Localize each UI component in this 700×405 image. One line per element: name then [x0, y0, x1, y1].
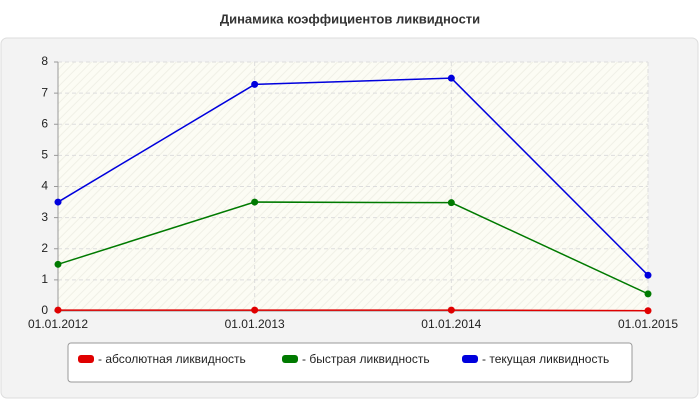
data-point — [251, 198, 259, 206]
y-tick-label: 4 — [41, 179, 48, 193]
x-tick-label: 01.01.2012 — [28, 317, 88, 331]
legend-swatch — [462, 355, 478, 363]
data-point — [54, 306, 62, 314]
y-tick-label: 5 — [41, 148, 48, 162]
data-point — [447, 199, 455, 207]
data-point — [447, 74, 455, 82]
data-point — [447, 306, 455, 314]
legend — [67, 342, 633, 383]
legend-label: - текущая ликвидность — [482, 352, 609, 366]
chart-title: Динамика коэффициентов ликвидности — [220, 11, 480, 26]
x-tick-label: 01.01.2014 — [421, 317, 481, 331]
y-tick-label: 2 — [41, 241, 48, 255]
legend-swatch — [78, 355, 94, 363]
x-tick-label: 01.01.2015 — [618, 317, 678, 331]
series-line — [58, 309, 649, 312]
y-tick-label: 1 — [41, 272, 48, 286]
legend-label: - абсолютная ликвидность — [98, 352, 246, 366]
legend-label: - быстрая ликвидность — [302, 352, 430, 366]
data-point — [54, 260, 62, 268]
y-tick-label: 7 — [41, 85, 48, 99]
y-tick-label: 8 — [41, 54, 48, 68]
data-point — [251, 306, 259, 314]
series-line — [57, 201, 649, 295]
y-tick-label: 0 — [41, 303, 48, 317]
data-point — [644, 271, 652, 279]
y-tick-label: 3 — [41, 210, 48, 224]
y-tick-label: 6 — [41, 116, 48, 130]
data-point — [644, 290, 652, 298]
data-point — [251, 80, 259, 88]
legend-swatch — [282, 355, 298, 363]
data-point — [644, 307, 652, 315]
data-point — [54, 198, 62, 206]
x-tick-label: 01.01.2013 — [225, 317, 285, 331]
series-line — [57, 77, 649, 276]
